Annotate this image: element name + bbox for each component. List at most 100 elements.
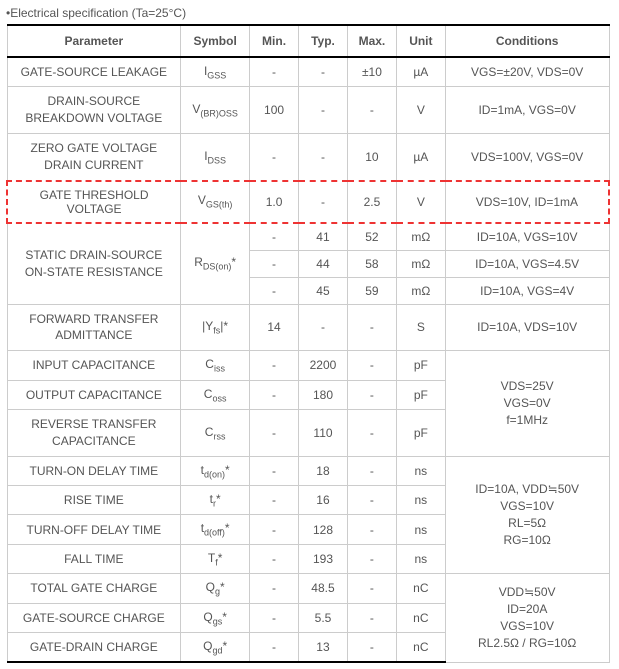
cell-cond: ID=10A, VGS=4V: [445, 277, 609, 304]
cell-typ: 18: [299, 456, 348, 485]
cell-min: -: [250, 380, 299, 409]
cell-typ: -: [299, 304, 348, 351]
cell-unit: pF: [396, 351, 445, 380]
cell-typ: 2200: [299, 351, 348, 380]
cell-cond: ID=10A, VDS=10V: [445, 304, 609, 351]
cell-max: -: [347, 485, 396, 514]
cell-max: -: [347, 409, 396, 456]
cell-min: -: [250, 57, 299, 87]
cell-max: -: [347, 304, 396, 351]
cell-min: -: [250, 409, 299, 456]
cell-min: 100: [250, 87, 299, 134]
cell-unit: ns: [396, 485, 445, 514]
cell-unit: µA: [396, 133, 445, 180]
cell-symbol: Coss: [181, 380, 250, 409]
cell-max: -: [347, 380, 396, 409]
cell-symbol: td(on)*: [181, 456, 250, 485]
cell-cond: VDS=10V, ID=1mA: [445, 181, 609, 223]
cell-param: ZERO GATE VOLTAGEDRAIN CURRENT: [7, 133, 181, 180]
table-row: ZERO GATE VOLTAGEDRAIN CURRENT IDSS - - …: [7, 133, 609, 180]
cell-unit: pF: [396, 409, 445, 456]
cell-param: FORWARD TRANSFERADMITTANCE: [7, 304, 181, 351]
cell-min: -: [250, 574, 299, 603]
header-row: Parameter Symbol Min. Typ. Max. Unit Con…: [7, 25, 609, 57]
cell-min: -: [250, 485, 299, 514]
cell-max: -: [347, 515, 396, 544]
cell-max: 10: [347, 133, 396, 180]
cell-param: DRAIN-SOURCEBREAKDOWN VOLTAGE: [7, 87, 181, 134]
header-max: Max.: [347, 25, 396, 57]
cell-symbol: V(BR)OSS: [181, 87, 250, 134]
cell-unit: µA: [396, 57, 445, 87]
cell-typ: 5.5: [299, 603, 348, 632]
cell-unit: ns: [396, 544, 445, 573]
header-parameter: Parameter: [7, 25, 181, 57]
cell-param: FALL TIME: [7, 544, 181, 573]
cell-min: -: [250, 223, 299, 251]
cell-symbol: Qgd*: [181, 632, 250, 662]
cell-symbol: Qgs*: [181, 603, 250, 632]
cell-max: 2.5: [347, 181, 396, 223]
cell-typ: 193: [299, 544, 348, 573]
cell-unit: mΩ: [396, 223, 445, 251]
cell-min: -: [250, 133, 299, 180]
cell-max: ±10: [347, 57, 396, 87]
table-row: FORWARD TRANSFERADMITTANCE |Yfs|* 14 - -…: [7, 304, 609, 351]
cell-unit: mΩ: [396, 250, 445, 277]
cell-max: 58: [347, 250, 396, 277]
cell-unit: nC: [396, 632, 445, 662]
cell-symbol: RDS(on)*: [181, 223, 250, 305]
table-row: TOTAL GATE CHARGE Qg* - 48.5 - nC VDD≒50…: [7, 574, 609, 603]
cell-symbol: IGSS: [181, 57, 250, 87]
cell-symbol: Ciss: [181, 351, 250, 380]
cell-cond: ID=10A, VDD≒50VVGS=10VRL=5ΩRG=10Ω: [445, 456, 609, 574]
cell-param: GATE THRESHOLD VOLTAGE: [7, 181, 181, 223]
cell-param: GATE-DRAIN CHARGE: [7, 632, 181, 662]
cell-param: RISE TIME: [7, 485, 181, 514]
table-row: STATIC DRAIN-SOURCEON-STATE RESISTANCE R…: [7, 223, 609, 251]
header-min: Min.: [250, 25, 299, 57]
cell-unit: nC: [396, 574, 445, 603]
cell-symbol: Tf*: [181, 544, 250, 573]
cell-max: 59: [347, 277, 396, 304]
cell-symbol: Crss: [181, 409, 250, 456]
cell-param: STATIC DRAIN-SOURCEON-STATE RESISTANCE: [7, 223, 181, 305]
cell-max: -: [347, 351, 396, 380]
cell-max: -: [347, 603, 396, 632]
header-symbol: Symbol: [181, 25, 250, 57]
cell-min: -: [250, 351, 299, 380]
cell-param: TOTAL GATE CHARGE: [7, 574, 181, 603]
header-unit: Unit: [396, 25, 445, 57]
cell-typ: -: [299, 133, 348, 180]
cell-typ: 180: [299, 380, 348, 409]
cell-min: -: [250, 250, 299, 277]
cell-typ: -: [299, 57, 348, 87]
cell-min: 1.0: [250, 181, 299, 223]
cell-unit: ns: [396, 515, 445, 544]
table-row: TURN-ON DELAY TIME td(on)* - 18 - ns ID=…: [7, 456, 609, 485]
table-row: INPUT CAPACITANCE Ciss - 2200 - pF VDS=2…: [7, 351, 609, 380]
cell-min: -: [250, 515, 299, 544]
cell-max: -: [347, 456, 396, 485]
cell-max: -: [347, 544, 396, 573]
cell-typ: -: [299, 181, 348, 223]
cell-unit: pF: [396, 380, 445, 409]
cell-typ: 128: [299, 515, 348, 544]
cell-max: -: [347, 632, 396, 662]
cell-cond: ID=10A, VGS=4.5V: [445, 250, 609, 277]
cell-min: 14: [250, 304, 299, 351]
cell-param: INPUT CAPACITANCE: [7, 351, 181, 380]
cell-param: OUTPUT CAPACITANCE: [7, 380, 181, 409]
section-title: •Electrical specification (Ta=25°C): [6, 6, 613, 20]
cell-typ: 41: [299, 223, 348, 251]
cell-unit: V: [396, 87, 445, 134]
cell-param: GATE-SOURCE CHARGE: [7, 603, 181, 632]
cell-typ: 48.5: [299, 574, 348, 603]
table-row: GATE-SOURCE LEAKAGE IGSS - - ±10 µA VGS=…: [7, 57, 609, 87]
cell-cond: ID=1mA, VGS=0V: [445, 87, 609, 134]
cell-unit: mΩ: [396, 277, 445, 304]
cell-param: GATE-SOURCE LEAKAGE: [7, 57, 181, 87]
table-row: DRAIN-SOURCEBREAKDOWN VOLTAGE V(BR)OSS 1…: [7, 87, 609, 134]
cell-min: -: [250, 603, 299, 632]
header-typ: Typ.: [299, 25, 348, 57]
